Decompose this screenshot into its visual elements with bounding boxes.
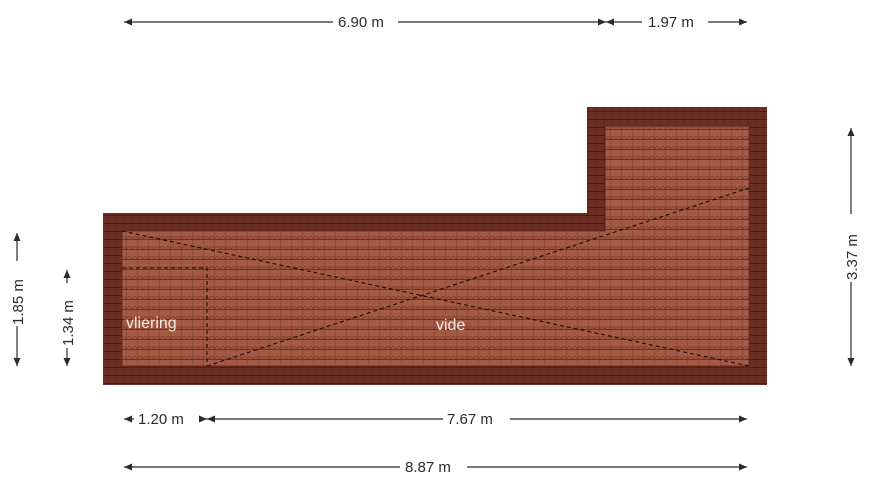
dimension-label-right-height: 3.37 m bbox=[844, 234, 861, 280]
dimension-total-width: 8.87 m bbox=[124, 459, 747, 476]
room-label-vide: vide bbox=[436, 317, 465, 334]
dimension-top-left: 6.90 m bbox=[124, 14, 606, 31]
dimension-label-top-right: 1.97 m bbox=[648, 14, 694, 31]
room-label-vliering: vliering bbox=[126, 315, 177, 332]
dimension-top-right: 1.97 m bbox=[606, 14, 747, 31]
dimension-label-bottom-left: 1.20 m bbox=[138, 411, 184, 428]
dimension-label-left-inner: 1.34 m bbox=[60, 300, 77, 346]
dimension-label-top-left: 6.90 m bbox=[338, 14, 384, 31]
vliering-outline bbox=[122, 267, 208, 366]
vide-outline bbox=[121, 187, 750, 367]
dimension-right-height: 3.37 m bbox=[844, 128, 861, 366]
dimension-bottom-left: 1.20 m bbox=[124, 411, 207, 428]
dimension-label-left-outer: 1.85 m bbox=[10, 279, 27, 325]
dimension-left-outer: 1.85 m bbox=[10, 233, 27, 366]
dimension-bottom-right: 7.67 m bbox=[207, 411, 747, 428]
roof-shape bbox=[103, 107, 767, 385]
dimension-label-total-width: 8.87 m bbox=[405, 459, 451, 476]
dimension-left-inner: 1.34 m bbox=[60, 270, 77, 366]
dimension-label-bottom-right: 7.67 m bbox=[447, 411, 493, 428]
